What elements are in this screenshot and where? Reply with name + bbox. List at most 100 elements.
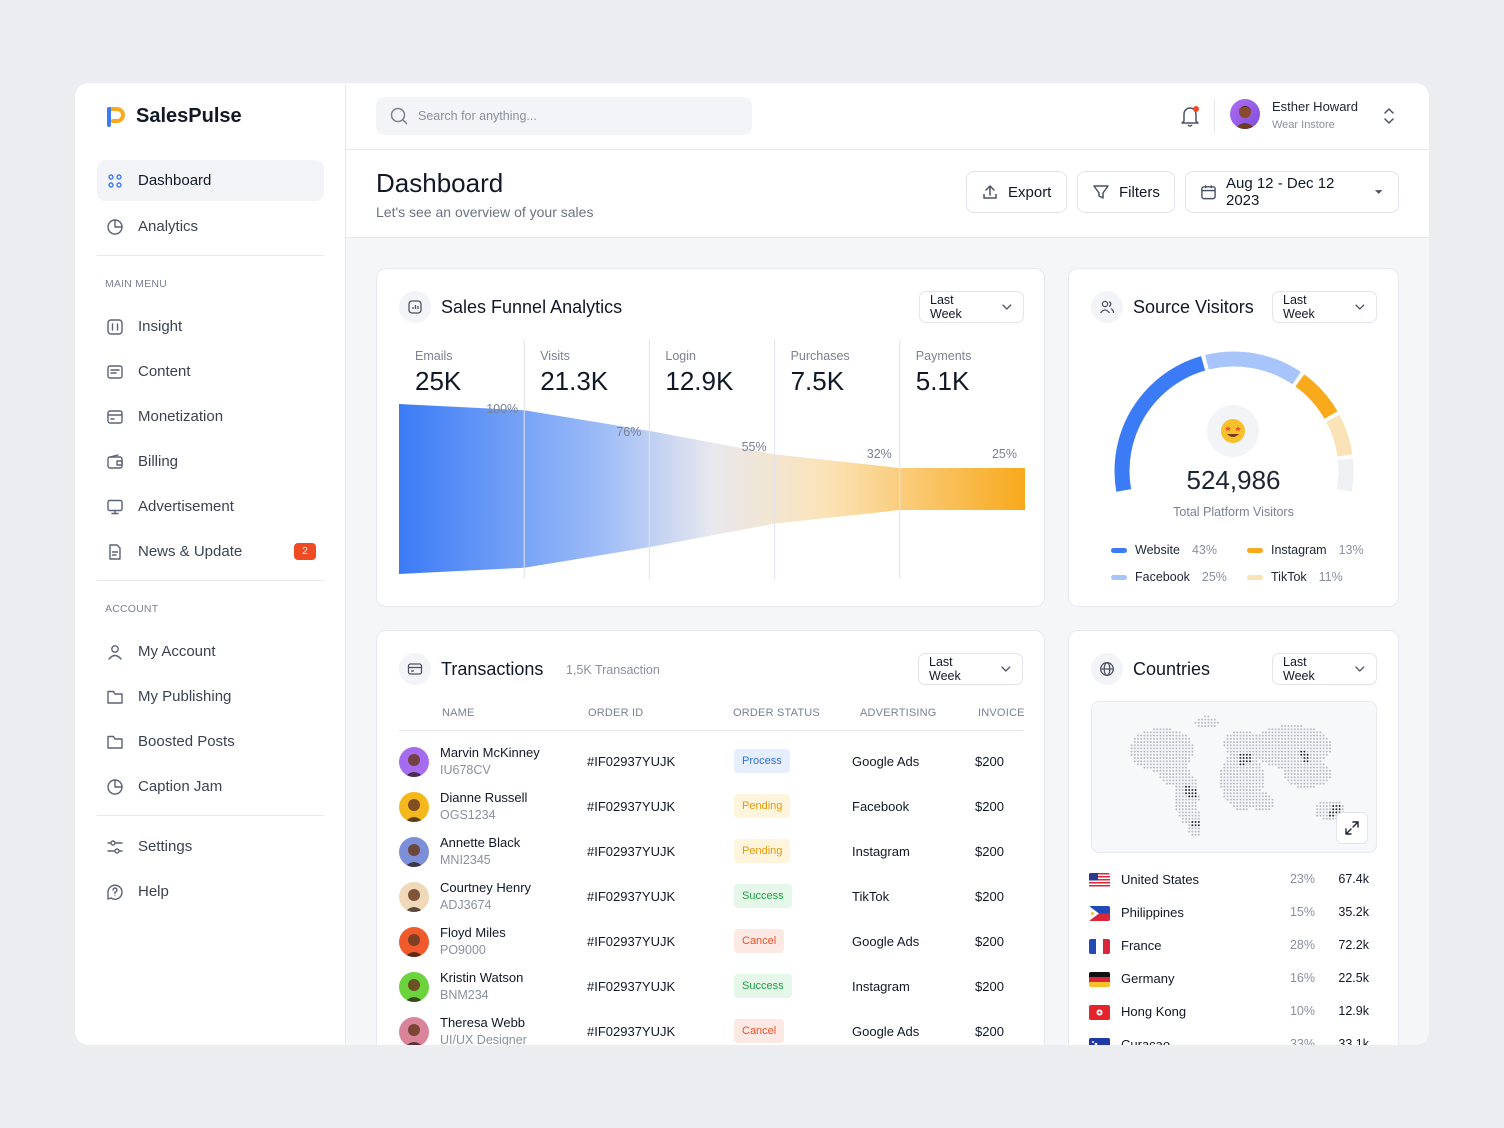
country-row[interactable]: United States 23% 67.4k	[1089, 869, 1379, 893]
map-dot	[1258, 808, 1261, 811]
brand[interactable]: SalesPulse	[106, 105, 242, 128]
sidebar-item-news-update[interactable]: News & Update 2	[97, 531, 324, 572]
map-dot	[1226, 798, 1229, 801]
sidebar-item-my-publishing[interactable]: My Publishing	[97, 676, 324, 717]
date-range-picker[interactable]: Aug 12 - Dec 12 2023	[1185, 171, 1399, 213]
country-row[interactable]: Curacao 33% 33.1k	[1089, 1034, 1379, 1045]
map-dot	[1261, 801, 1264, 804]
sidebar-item-analytics[interactable]: Analytics	[97, 206, 324, 247]
table-row[interactable]: Courtney Henry ADJ3674 #IF02937YUJK Success…	[377, 877, 1044, 922]
country-row[interactable]: Germany 16% 22.5k	[1089, 968, 1379, 992]
map-dot	[1268, 798, 1271, 801]
map-dot	[1258, 750, 1261, 753]
sidebar-item-settings[interactable]: Settings	[97, 826, 324, 867]
status-badge: Success	[734, 884, 792, 908]
sidebar-item-insight[interactable]: Insight	[97, 306, 324, 347]
map-dot	[1265, 795, 1267, 798]
funnel-stage-percent: 100%	[486, 402, 519, 416]
country-name: Germany	[1121, 971, 1175, 986]
table-row[interactable]: Annette Black MNI2345 #IF02937YUJK Pending I…	[377, 832, 1044, 877]
table-row[interactable]: Floyd Miles PO9000 #IF02937YUJK Cancel Googl…	[377, 922, 1044, 967]
map-dot	[1300, 785, 1303, 788]
export-button[interactable]: Export	[966, 171, 1067, 213]
country-row[interactable]: Philippines 15% 35.2k	[1089, 902, 1379, 926]
source-period-dropdown[interactable]: Last Week	[1272, 291, 1377, 323]
map-dot	[1284, 741, 1287, 743]
map-dot	[1178, 814, 1181, 817]
expand-map-button[interactable]	[1336, 812, 1368, 844]
map-dot	[1274, 750, 1277, 753]
map-dot	[1322, 769, 1325, 772]
sidebar-item-caption-jam[interactable]: Caption Jam	[97, 766, 324, 807]
transactions-period-dropdown[interactable]: Last Week	[918, 653, 1023, 685]
map-dot	[1293, 744, 1296, 747]
sidebar-item-help[interactable]: Help	[97, 871, 324, 912]
world-map[interactable]	[1091, 701, 1377, 853]
map-dot	[1277, 763, 1280, 766]
sidebar-item-label: Billing	[138, 453, 179, 470]
map-dot	[1242, 741, 1245, 743]
map-dot	[1162, 769, 1165, 772]
funnel-period-dropdown[interactable]: Last Week	[919, 291, 1024, 323]
sidebar-item-dashboard[interactable]: Dashboard	[97, 160, 324, 201]
map-dot	[1207, 721, 1210, 724]
map-dot	[1181, 763, 1184, 766]
map-dot	[1181, 734, 1184, 737]
map-dot	[1146, 763, 1149, 766]
table-row[interactable]: Theresa Webb UI/UX Designer #IF02937YUJK Ca…	[377, 1012, 1044, 1045]
map-dot	[1175, 763, 1178, 766]
map-dot	[1306, 734, 1309, 737]
bar-chart-icon	[399, 291, 431, 323]
map-dot	[1316, 773, 1319, 775]
map-dot	[1181, 798, 1184, 801]
sidebar-item-advertisement[interactable]: Advertisement	[97, 486, 324, 527]
map-dot	[1271, 805, 1274, 807]
table-row[interactable]: Kristin Watson BNM234 #IF02937YUJK Success I…	[377, 967, 1044, 1012]
map-dot	[1277, 757, 1280, 759]
funnel-chart	[399, 339, 1025, 579]
map-dot	[1185, 773, 1187, 775]
map-dot	[1197, 821, 1200, 823]
sidebar-item-monetization[interactable]: Monetization	[97, 396, 324, 437]
map-dot	[1252, 747, 1255, 750]
map-dot	[1255, 750, 1258, 753]
map-dot	[1194, 785, 1197, 788]
map-dot	[1229, 789, 1232, 791]
filters-button[interactable]: Filters	[1077, 171, 1175, 213]
map-dot	[1143, 734, 1146, 737]
customer-name: Marvin McKinney	[440, 745, 540, 760]
countries-title: Countries	[1133, 659, 1211, 679]
sidebar-item-billing[interactable]: Billing	[97, 441, 324, 482]
sidebar-item-content[interactable]: Content	[97, 351, 324, 392]
map-dot	[1156, 766, 1159, 769]
map-dot	[1185, 753, 1187, 756]
flag-ph-icon	[1089, 906, 1110, 921]
map-dot	[1226, 789, 1229, 791]
funnel-stage-label: Payments	[915, 349, 972, 363]
gauge-segment-website	[1114, 356, 1206, 492]
map-dot	[1249, 731, 1251, 734]
map-dot	[1223, 779, 1226, 782]
search-input[interactable]	[418, 109, 718, 123]
map-dot	[1149, 753, 1152, 756]
map-dot	[1153, 750, 1155, 753]
notification-bell-icon[interactable]	[1179, 104, 1201, 128]
map-dot	[1153, 741, 1155, 743]
map-dot	[1297, 741, 1299, 743]
sidebar-item-boosted-posts[interactable]: Boosted Posts	[97, 721, 324, 762]
chevron-up-down-icon[interactable]	[1382, 105, 1396, 127]
map-dot	[1188, 801, 1191, 804]
table-row[interactable]: Dianne Russell OGS1234 #IF02937YUJK Pending…	[377, 787, 1044, 832]
table-row[interactable]: Marvin McKinney IU678CV #IF02937YUJK Proces…	[377, 742, 1044, 787]
user-avatar[interactable]	[1230, 99, 1260, 129]
sidebar-item-my-account[interactable]: My Account	[97, 631, 324, 672]
countries-period-dropdown[interactable]: Last Week	[1272, 653, 1377, 685]
map-dot	[1165, 757, 1168, 759]
country-row[interactable]: Hong Kong 10% 12.9k	[1089, 1001, 1379, 1025]
map-dot	[1261, 785, 1264, 788]
map-dot	[1261, 731, 1264, 734]
map-dot	[1130, 747, 1133, 750]
country-row[interactable]: France 28% 72.2k	[1089, 935, 1379, 959]
map-dot	[1185, 811, 1187, 814]
search-bar[interactable]	[376, 97, 752, 135]
